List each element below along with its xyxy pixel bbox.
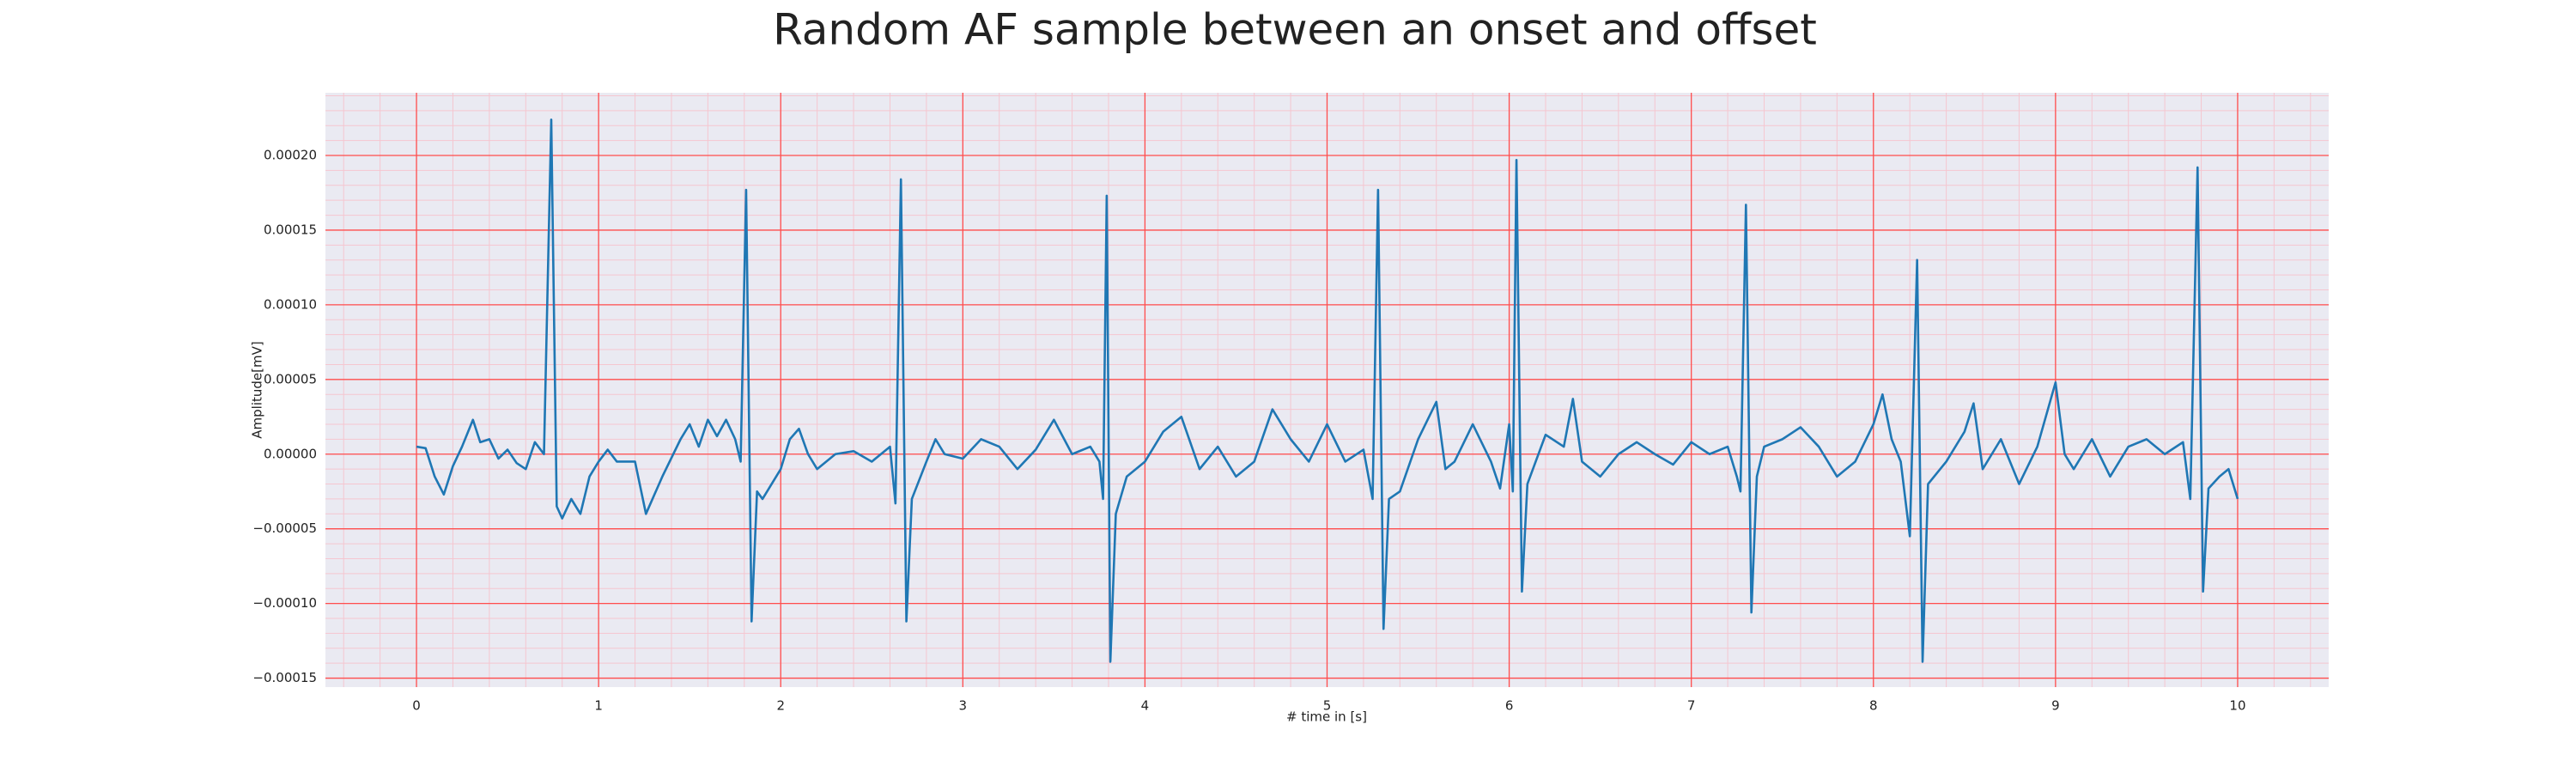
y-tick-label: 0.00000 (264, 446, 317, 461)
x-tick-label: 5 (1323, 698, 1332, 714)
x-axis-label: # time in [s] (1286, 709, 1367, 725)
x-tick-label: 6 (1505, 698, 1514, 714)
y-tick-label: 0.00005 (264, 371, 317, 386)
x-tick-label: 4 (1141, 698, 1150, 714)
x-tick-label: 9 (2051, 698, 2060, 714)
x-tick-label: 1 (594, 698, 603, 714)
x-tick-label: 7 (1687, 698, 1696, 714)
x-tick-label: 10 (2229, 698, 2245, 714)
y-axis-label: Amplitude[mV] (250, 341, 265, 438)
x-tick-label: 3 (959, 698, 968, 714)
x-tick-label: 0 (412, 698, 421, 714)
y-tick-label: 0.00015 (264, 222, 317, 237)
y-tick-label: −0.00010 (252, 595, 317, 611)
x-tick-label: 8 (1869, 698, 1878, 714)
x-tick-label: 2 (776, 698, 785, 714)
y-tick-label: 0.00010 (264, 296, 317, 312)
y-tick-label: 0.00020 (264, 148, 317, 163)
signal-line (416, 119, 2239, 663)
chart-title: Random AF sample between an onset and of… (773, 5, 1817, 55)
y-tick-label: −0.00005 (252, 520, 317, 536)
y-tick-label: −0.00015 (252, 670, 317, 685)
